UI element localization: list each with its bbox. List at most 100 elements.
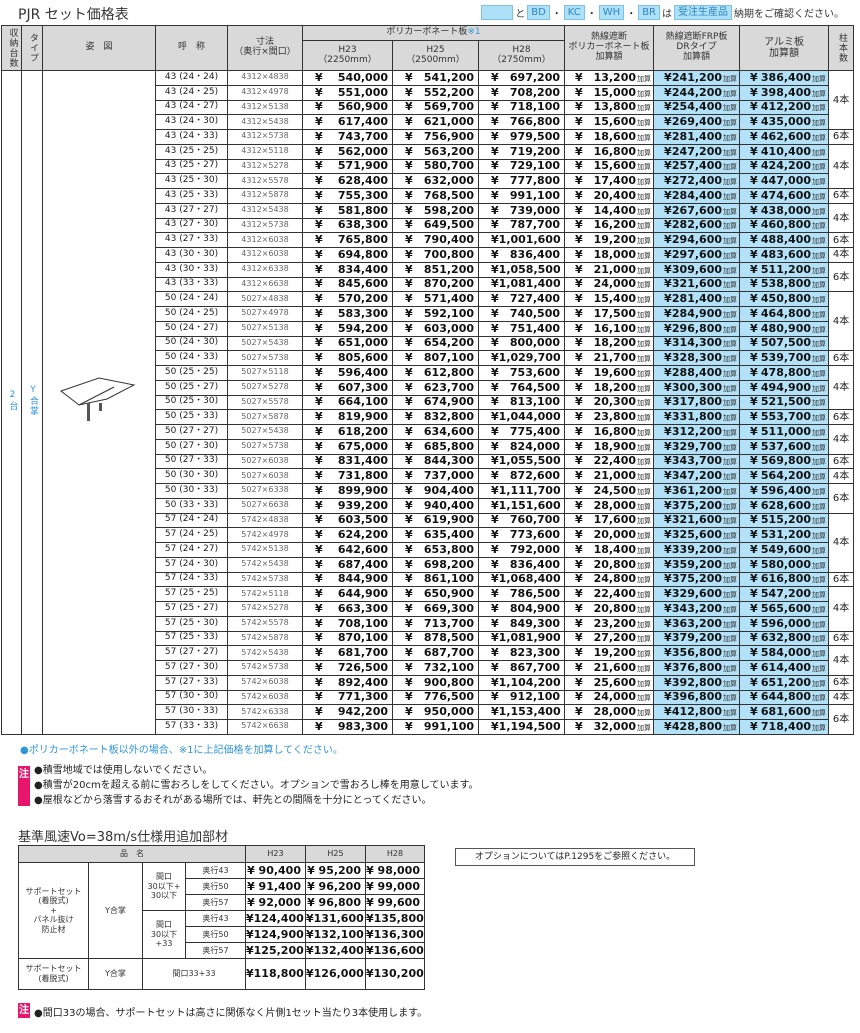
size-cell: 5742×5878 (227, 630, 304, 647)
size-cell: 5742×5738 (227, 660, 304, 676)
currency-symbol: ¥ (405, 351, 413, 365)
amount-value: 361,200 (671, 483, 723, 497)
add-suffix: 加算 (723, 355, 738, 364)
amount: 511,000加算 (761, 425, 826, 438)
add-suffix: 加算 (637, 119, 652, 128)
pillar-count: 4本 (828, 645, 855, 676)
amount: 751,400 (510, 322, 560, 335)
amount: 698,200 (424, 558, 474, 571)
price-cell: ¥1,044,000 (478, 409, 566, 425)
amount-value: 697,200 (509, 70, 561, 84)
name-cell: 43 (25・30) (155, 173, 229, 189)
currency-symbol: ¥ (750, 351, 758, 365)
amount: 17,500加算 (594, 307, 651, 320)
amount-value: 845,600 (337, 277, 389, 291)
frp-cell: ¥329,700加算 (653, 438, 741, 455)
add-suffix: 加算 (812, 281, 827, 290)
amount-value: 596,000 (760, 616, 812, 630)
amount: 511,200加算 (761, 263, 826, 276)
size-cell: 5027×5578 (227, 394, 304, 411)
price: ¥912,100 (480, 691, 564, 703)
amount: 719,200 (510, 145, 560, 158)
price: ¥698,200 (394, 558, 478, 571)
amount-value: 870,200 (423, 277, 475, 291)
amount: 325,600加算 (672, 529, 737, 541)
currency-symbol: ¥ (405, 424, 413, 438)
amount: 314,300加算 (672, 337, 737, 349)
alumi-price: ¥494,900加算 (741, 381, 828, 394)
currency-symbol: ¥ (575, 174, 583, 188)
amount-value: 867,700 (509, 660, 561, 674)
alumi-cell: ¥438,000加算 (739, 202, 830, 219)
amount: 612,800 (424, 366, 474, 379)
frp-price: ¥392,800加算 (655, 676, 739, 689)
heat-poly-price: ¥25,600加算 (566, 676, 653, 689)
amount: 16,800加算 (594, 145, 651, 158)
name-cell: 43 (27・33) (155, 232, 229, 248)
frp-price: ¥376,800加算 (655, 661, 739, 674)
amount-value: 603,000 (423, 321, 475, 335)
amount-value: 628,400 (337, 174, 389, 188)
amount-value: 836,400 (509, 247, 561, 261)
amount-value: 488,400 (760, 233, 812, 247)
alumi-price: ¥547,200加算 (741, 588, 828, 600)
currency-symbol: ¥ (405, 498, 413, 512)
frp-price: ¥412,800加算 (655, 706, 739, 718)
amount-value: 694,800 (337, 247, 389, 261)
amount: 642,600 (338, 543, 388, 556)
amount: 899,900 (338, 484, 388, 497)
amount-value: 644,900 (337, 587, 389, 601)
currency-symbol: ¥ (575, 115, 583, 129)
amount: 343,200加算 (672, 602, 737, 615)
amount: 562,000 (338, 145, 388, 158)
alumi-cell: ¥596,400加算 (739, 483, 830, 499)
currency-symbol: ¥ (405, 292, 413, 306)
currency-symbol: ¥ (315, 498, 323, 512)
heat-poly-price: ¥17,400加算 (566, 174, 653, 188)
heat-poly-price: ¥18,900加算 (566, 440, 653, 453)
price: ¥571,400 (394, 292, 478, 306)
price-cell: ¥983,300 (302, 719, 394, 735)
h23-label: H23 (338, 44, 357, 55)
amount: 269,400加算 (672, 116, 737, 128)
price-cell: ¥653,800 (392, 542, 480, 558)
amount: 24,800加算 (594, 573, 651, 585)
price: ¥836,400 (480, 247, 564, 261)
table-row: 50 (27・30) 5027×5738 ¥675,000 ¥685,800 ¥824,… (2, 438, 854, 455)
price-cell: ¥634,600 (392, 424, 480, 440)
alumi-price: ¥447,000加算 (741, 175, 828, 187)
table-row: 43 (25・27) 4312×5278 ¥571,900 ¥580,700 ¥729,… (2, 158, 854, 175)
price-cell: ¥771,300 (302, 689, 394, 706)
amount-value: 21,000 (593, 469, 637, 483)
amount: 1,104,200 (499, 676, 561, 689)
table-row: 43 (25・25) 4312×5118 ¥562,000 ¥563,200 ¥719,… (2, 143, 855, 190)
currency-symbol: ¥ (315, 616, 323, 630)
price: ¥1,055,500 (480, 455, 564, 467)
h25-label: H25 (426, 44, 445, 55)
item-support-panel: サポートセット (着脱式) + パネル抜け 防止材 (18, 862, 89, 959)
amount-value: 551,000 (337, 85, 389, 99)
heat-poly-cell: ¥22,400加算 (564, 586, 655, 602)
price-cell: ¥621,000 (392, 114, 480, 130)
currency-symbol: ¥ (491, 439, 499, 453)
currency-symbol: ¥ (491, 306, 499, 320)
price-cell: ¥899,900 (302, 483, 394, 499)
heat-poly-price: ¥28,000加算 (566, 499, 653, 512)
alumi-price: ¥507,500加算 (741, 337, 828, 349)
add-suffix: 加算 (812, 178, 827, 187)
heat-poly-price: ¥17,500加算 (566, 307, 653, 320)
amount-value: 1,029,700 (498, 351, 561, 365)
amount-value: 580,700 (423, 159, 475, 173)
amount: 845,600 (338, 278, 388, 290)
add-suffix: 加算 (723, 443, 738, 452)
amount: 521,500加算 (761, 396, 826, 408)
header-frp: 熱線遮断FRP板 DRタイプ 加算額 (653, 25, 741, 71)
amount: 375,200加算 (672, 499, 737, 512)
add-suffix: 加算 (637, 89, 652, 98)
amount-value: 851,200 (423, 262, 475, 276)
price-cell: ¥697,200 (478, 70, 566, 86)
amount-value: 396,800 (671, 690, 723, 704)
price-cell: ¥819,900 (302, 409, 394, 425)
add-suffix: 加算 (723, 428, 738, 437)
add-suffix: 加算 (637, 650, 652, 659)
